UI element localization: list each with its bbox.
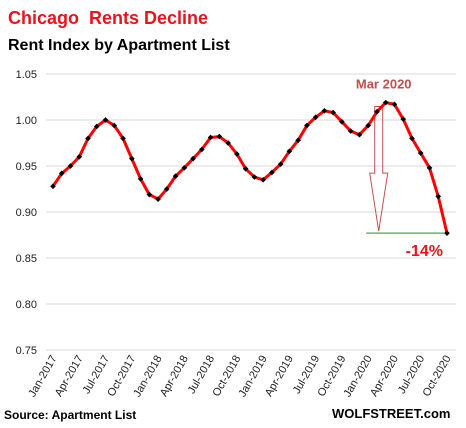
data-point bbox=[321, 107, 328, 114]
data-point bbox=[330, 109, 337, 116]
data-point bbox=[137, 176, 144, 182]
percent-change-label: -14% bbox=[406, 243, 443, 260]
data-point bbox=[216, 133, 223, 140]
data-point bbox=[286, 148, 293, 155]
data-point bbox=[93, 123, 100, 130]
data-point bbox=[374, 108, 380, 115]
data-point bbox=[128, 155, 135, 162]
data-point bbox=[417, 150, 424, 156]
brand-label: WOLFSTREET.com bbox=[332, 406, 450, 421]
data-point bbox=[277, 161, 284, 167]
data-point bbox=[207, 134, 214, 141]
data-point bbox=[409, 135, 415, 142]
data-point bbox=[172, 173, 179, 179]
data-point bbox=[111, 122, 118, 129]
data-point bbox=[295, 137, 301, 144]
data-point bbox=[190, 155, 196, 162]
peak-label: Mar 2020 bbox=[356, 77, 412, 92]
y-tick-label: 0.85 bbox=[16, 253, 37, 265]
data-point bbox=[312, 114, 319, 121]
y-tick-label: 1.05 bbox=[16, 69, 37, 81]
series-line bbox=[51, 101, 449, 235]
data-point bbox=[85, 135, 91, 142]
data-point bbox=[260, 176, 266, 183]
data-point bbox=[339, 119, 345, 125]
y-tick-label: 0.75 bbox=[16, 345, 37, 357]
data-point bbox=[426, 165, 433, 171]
data-point bbox=[304, 122, 310, 129]
y-tick-label: 0.80 bbox=[16, 299, 37, 311]
data-point bbox=[199, 146, 205, 153]
data-point bbox=[67, 163, 74, 169]
data-point bbox=[269, 169, 275, 176]
source-note: Source: Apartment List bbox=[4, 408, 136, 422]
data-point bbox=[155, 196, 161, 202]
data-point bbox=[146, 191, 153, 198]
chart-subtitle: Rent Index by Apartment List bbox=[8, 37, 230, 54]
data-point bbox=[163, 186, 170, 192]
data-point bbox=[435, 193, 442, 200]
x-axis-ticks: Jan-2017Apr-2017Jul-2017Oct-2017Jan-2018… bbox=[26, 354, 453, 400]
down-arrow-icon bbox=[369, 106, 389, 232]
data-point bbox=[400, 116, 407, 122]
data-point bbox=[365, 122, 372, 129]
data-point bbox=[102, 117, 109, 123]
data-point bbox=[242, 165, 249, 172]
data-point bbox=[444, 230, 450, 236]
data-point bbox=[181, 165, 188, 171]
annotation-group: Mar 2020 -14% bbox=[356, 77, 447, 260]
data-point bbox=[347, 128, 354, 134]
y-tick-label: 0.90 bbox=[16, 207, 37, 219]
data-point bbox=[356, 131, 363, 138]
data-point bbox=[382, 99, 389, 106]
y-tick-label: 1.00 bbox=[16, 115, 37, 127]
chart-title: Chicago Rents Decline bbox=[8, 8, 208, 28]
data-point bbox=[391, 101, 398, 108]
data-point bbox=[225, 140, 231, 146]
data-point bbox=[76, 153, 83, 160]
data-point bbox=[120, 135, 126, 142]
data-point bbox=[251, 174, 258, 180]
y-axis-ticks: 0.75 0.80 0.85 0.90 0.95 1.00 1.05 bbox=[16, 69, 37, 357]
grid-lines bbox=[46, 73, 456, 351]
y-tick-label: 0.95 bbox=[16, 161, 37, 173]
data-point bbox=[234, 151, 240, 157]
